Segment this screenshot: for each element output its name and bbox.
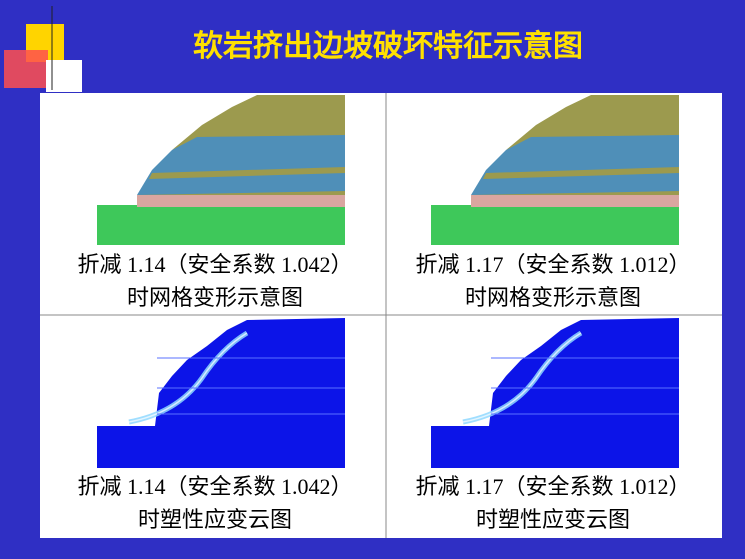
caption: 时塑性应变云图	[476, 507, 630, 532]
caption: 时塑性应变云图	[138, 507, 292, 532]
slide-title: 软岩挤出边坡破坏特征示意图	[193, 29, 583, 64]
caption: 折减 1.17（安全系数 1.012）	[415, 252, 690, 277]
caption: 时网格变形示意图	[465, 285, 641, 310]
deco-square	[4, 50, 48, 88]
deco-square	[46, 60, 82, 92]
caption: 折减 1.17（安全系数 1.012）	[415, 474, 690, 499]
caption: 时网格变形示意图	[127, 285, 303, 310]
caption: 折减 1.14（安全系数 1.042）	[77, 252, 352, 277]
caption: 折减 1.14（安全系数 1.042）	[77, 474, 352, 499]
